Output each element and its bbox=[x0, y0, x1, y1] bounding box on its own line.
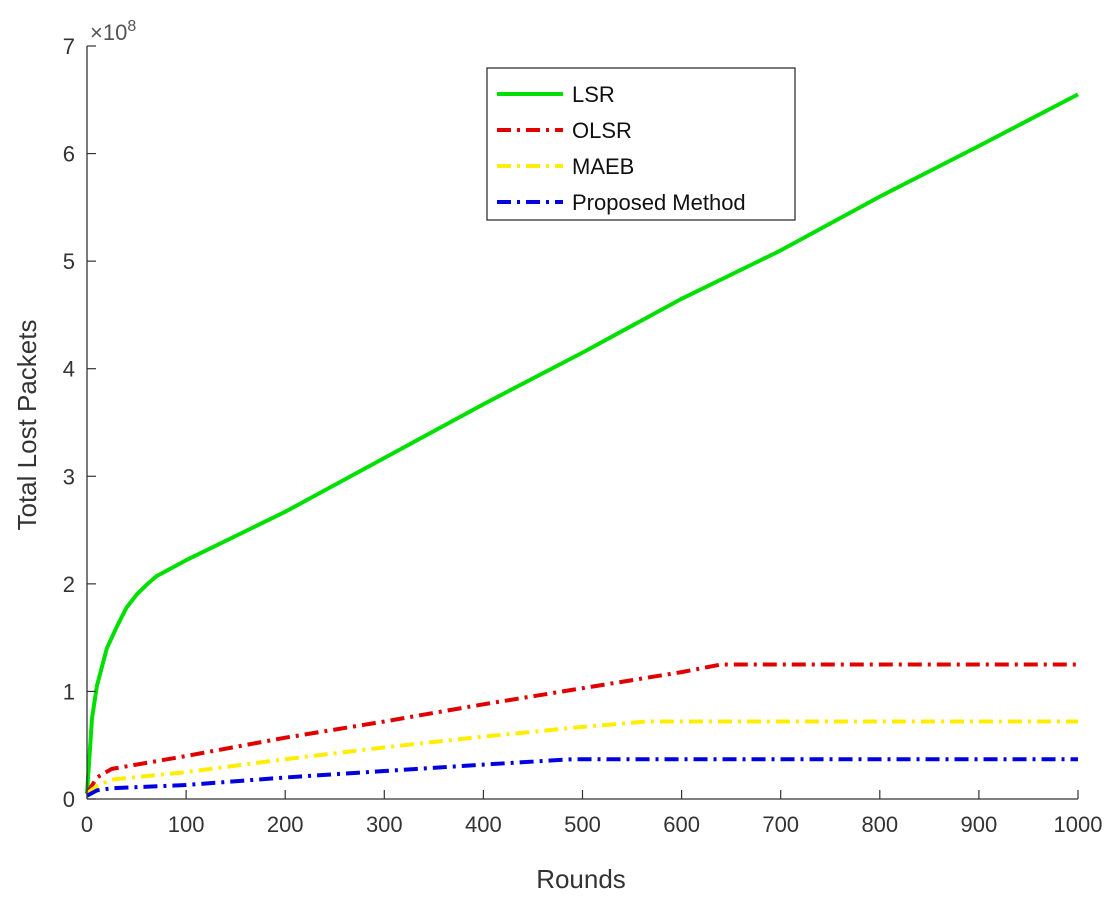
x-tick-label: 800 bbox=[861, 812, 898, 837]
legend-label: LSR bbox=[572, 82, 615, 107]
series-line-proposed-method bbox=[86, 757, 1078, 798]
legend-label: OLSR bbox=[572, 118, 632, 143]
y-axis-label: Total Lost Packets bbox=[12, 320, 42, 531]
x-tick-label: 300 bbox=[366, 812, 403, 837]
y-tick-label: 6 bbox=[63, 142, 75, 167]
y-tick-label: 1 bbox=[63, 679, 75, 704]
series-line-maeb bbox=[85, 719, 1078, 796]
y-tick-label: 0 bbox=[63, 787, 75, 812]
x-tick-label: 400 bbox=[465, 812, 502, 837]
x-tick-label: 0 bbox=[81, 812, 93, 837]
y-tick-label: 5 bbox=[63, 249, 75, 274]
x-tick-label: 700 bbox=[762, 812, 799, 837]
y-tick-label: 7 bbox=[63, 34, 75, 59]
legend-label: MAEB bbox=[572, 154, 634, 179]
x-tick-label: 200 bbox=[267, 812, 304, 837]
legend: LSR OLSR MAEB Proposed Method bbox=[486, 67, 796, 221]
series-line-olsr bbox=[85, 662, 1078, 795]
axes bbox=[86, 45, 1079, 800]
y-tick-label: 2 bbox=[63, 572, 75, 597]
series-layer bbox=[85, 92, 1079, 798]
tick-labels: 0 100 200 300 400 500 600 700 800 900 1000 0 1 2 3 4 5 6 7 bbox=[63, 34, 1103, 837]
x-tick-label: 100 bbox=[168, 812, 205, 837]
y-tick-label: 3 bbox=[63, 464, 75, 489]
x-tick-label: 600 bbox=[663, 812, 700, 837]
x-tick-label: 1000 bbox=[1054, 812, 1103, 837]
x-axis-label: Rounds bbox=[536, 864, 626, 894]
series-line-lsr bbox=[85, 92, 1079, 794]
legend-label: Proposed Method bbox=[572, 190, 746, 215]
x-tick-label: 900 bbox=[961, 812, 998, 837]
y-tick-label: 4 bbox=[63, 357, 75, 382]
x-tick-label: 500 bbox=[564, 812, 601, 837]
y-axis-multiplier: ×108 bbox=[90, 18, 136, 45]
